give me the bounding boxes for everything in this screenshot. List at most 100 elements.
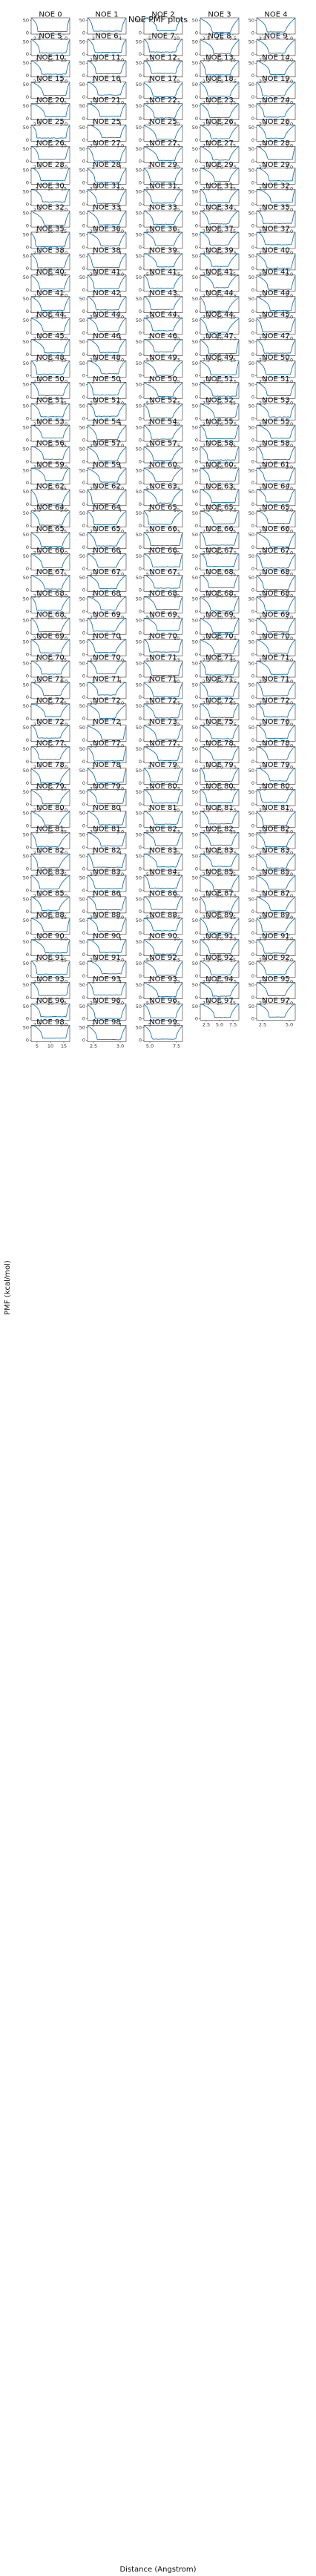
panel-title: NOE 57: [93, 440, 121, 448]
pmf-curve: [257, 704, 296, 718]
panel-axes: [143, 789, 183, 806]
x-tick-label: 5: [36, 958, 39, 963]
y-tick-label: 0: [195, 309, 198, 314]
x-tick-label: 15: [61, 400, 67, 406]
x-tick-label: 5: [36, 872, 39, 877]
x-tick-label: 2.5: [90, 572, 97, 578]
y-tick-label: 0: [82, 244, 85, 250]
y-tick-label: 50: [79, 832, 85, 838]
y-tick-label: 0: [26, 244, 29, 250]
x-tick-label: 5.0: [216, 164, 223, 170]
panel-axes: [143, 896, 183, 914]
x-tick-label: 5.0: [286, 700, 293, 706]
x-tick-label: 7.5: [229, 36, 237, 42]
pmf-curve: [143, 940, 183, 955]
panel-title: NOE 5: [39, 32, 62, 40]
y-tick-label: 50: [248, 317, 254, 323]
x-tick-label: 5.0: [60, 636, 68, 642]
panel-title: NOE 8: [208, 32, 231, 40]
panel-title: NOE 38: [93, 246, 121, 254]
panel-title: NOE 71: [93, 675, 121, 683]
panel-axes: [143, 82, 183, 99]
y-tick-label: 0: [139, 544, 142, 550]
pmf-curve: [200, 339, 240, 355]
x-tick-label: 5.0: [286, 79, 293, 85]
y-tick-label: 0: [139, 244, 142, 250]
y-tick-label: 50: [248, 403, 254, 409]
panel-title: NOE 34: [205, 204, 234, 212]
x-tick-label: 10: [217, 185, 223, 191]
x-tick-label: 5: [36, 314, 39, 320]
pmf-curve: [256, 918, 296, 933]
y-tick-label: 0: [82, 159, 85, 165]
panel-axes: [30, 360, 70, 378]
y-tick-label: 50: [79, 103, 85, 109]
pmf-curve: [30, 254, 70, 269]
x-tick-label: 10: [47, 100, 53, 106]
x-tick-label: 10: [174, 378, 180, 384]
x-tick-label: 5.0: [286, 1001, 293, 1007]
panel-title: NOE 70: [262, 633, 290, 641]
y-tick-label: 0: [26, 737, 29, 743]
y-tick-label: 50: [136, 489, 142, 495]
pmf-curve: [87, 854, 127, 869]
panel-title: NOE 89: [262, 911, 290, 919]
y-tick-label: 50: [248, 853, 254, 859]
x-tick-label: 5.0: [216, 336, 223, 342]
y-tick-label: 50: [192, 832, 198, 838]
panel-title: NOE 33: [93, 204, 121, 212]
pmf-curve: [200, 382, 240, 398]
y-tick-label: 0: [139, 30, 142, 36]
x-tick-label: 10: [217, 443, 223, 449]
x-tick-label: 2: [92, 850, 95, 856]
x-tick-label: 7.5: [173, 786, 180, 792]
x-tick-label: 5.0: [286, 550, 293, 556]
x-tick-label: 10: [174, 550, 180, 556]
y-tick-label: 0: [251, 566, 254, 572]
y-tick-label: 50: [136, 296, 142, 302]
panel-title: NOE 89: [205, 911, 234, 919]
y-tick-label: 0: [251, 373, 254, 379]
x-tick-label: 10: [174, 936, 180, 942]
pmf-curve: [31, 425, 70, 439]
panel-title: NOE 3: [208, 11, 231, 19]
y-tick-label: 50: [136, 918, 142, 923]
y-tick-label: 50: [79, 553, 85, 559]
y-tick-label: 0: [195, 523, 198, 529]
panel-title: NOE 70: [149, 633, 177, 641]
y-tick-label: 0: [251, 330, 254, 336]
y-tick-label: 50: [136, 125, 142, 131]
panel-title: NOE 27: [93, 139, 121, 148]
x-tick-label: 2: [92, 79, 95, 85]
panel-title: NOE 82: [93, 847, 121, 855]
panel-title: NOE 65: [93, 525, 121, 533]
x-tick-label: 15: [230, 786, 236, 792]
y-tick-label: 50: [79, 918, 85, 923]
y-tick-label: 50: [248, 231, 254, 237]
panel-title: NOE 39: [149, 246, 177, 254]
pmf-curve: [31, 725, 70, 739]
pmf-curve: [200, 961, 240, 976]
panel-title: NOE 66: [149, 547, 177, 555]
pmf-curve: [144, 875, 183, 889]
y-tick-label: 0: [139, 673, 142, 679]
y-tick-label: 0: [26, 202, 29, 208]
x-tick-label: 5.0: [286, 958, 293, 963]
panel-title: NOE 67: [93, 568, 121, 576]
y-tick-label: 0: [26, 609, 29, 615]
panel-title: NOE 64: [93, 504, 121, 512]
y-tick-label: 0: [251, 845, 254, 851]
panel-title: NOE 80: [149, 783, 177, 791]
